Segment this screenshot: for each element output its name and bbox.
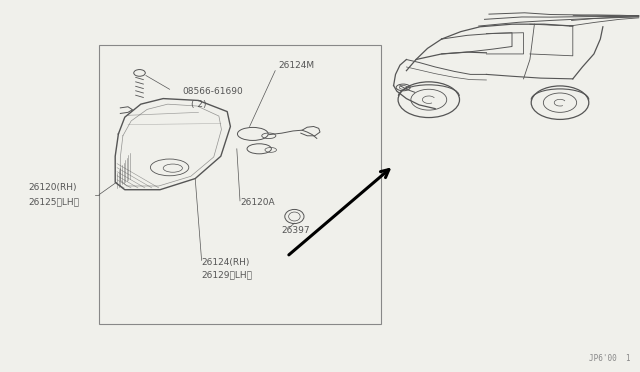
Text: 26124M: 26124M — [278, 61, 314, 70]
Text: 26125〈LH〉: 26125〈LH〉 — [29, 197, 80, 206]
Text: 26120A: 26120A — [240, 198, 275, 207]
Text: 08566-61690: 08566-61690 — [182, 87, 243, 96]
Text: ( 2): ( 2) — [191, 100, 206, 109]
Text: 26120(RH): 26120(RH) — [29, 183, 77, 192]
Text: 26124(RH): 26124(RH) — [202, 258, 250, 267]
Text: 26397: 26397 — [282, 226, 310, 235]
Bar — [99, 45, 381, 324]
Text: JP6'00  1: JP6'00 1 — [589, 354, 630, 363]
Text: 26129〈LH〉: 26129〈LH〉 — [202, 271, 253, 280]
